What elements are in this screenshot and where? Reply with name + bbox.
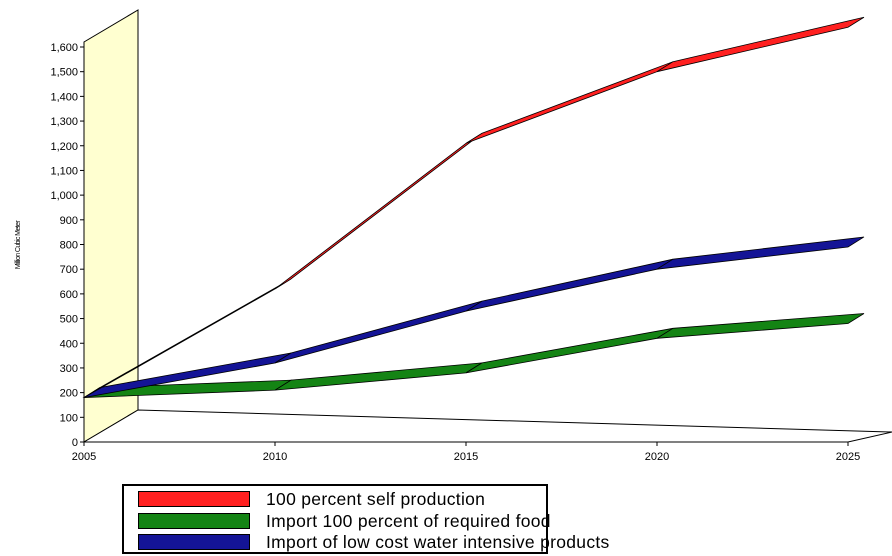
floor [82, 409, 892, 443]
series-segment [656, 16, 865, 73]
y-tick-label: 1,400 [50, 91, 78, 103]
x-tick-label: 2025 [836, 451, 860, 463]
series-0 [83, 16, 865, 398]
legend-label-self-production: 100 percent self production [266, 488, 486, 509]
series-segment [274, 132, 483, 290]
x-tick-label: 2020 [645, 451, 669, 463]
x-tick-label: 2015 [454, 451, 478, 463]
y-tick-label: 1,500 [50, 67, 78, 79]
series-segment [274, 300, 483, 364]
series-1 [82, 313, 865, 399]
series-segment [465, 61, 674, 144]
y-tick-label: 300 [60, 363, 78, 375]
chart-canvas: 0 100 200 300 400 500 600 700 800 900 1,000 1,100 1,… [15, 9, 892, 463]
y-tick-label: 700 [60, 264, 78, 276]
series-segment [465, 327, 674, 374]
y-tick-label: 1,000 [50, 190, 78, 202]
x-tick-label: 2010 [263, 451, 287, 463]
y-tick-label: 400 [60, 338, 78, 350]
series-segment [656, 236, 865, 270]
series-segment [656, 313, 865, 339]
legend-item-import-food: Import 100 percent of required food [138, 511, 551, 531]
series-2 [83, 236, 865, 398]
legend-label-import-food: Import 100 percent of required food [266, 510, 551, 531]
y-tick-label: 1,300 [50, 116, 78, 128]
legend-label-import-products: Import of low cost water intensive produ… [266, 531, 610, 552]
legend-swatch-import-food [138, 513, 250, 529]
legend: 100 percent self production Import 100 p… [122, 484, 609, 554]
y-tick-label: 800 [60, 240, 78, 252]
y-tick-label: 1,200 [50, 141, 78, 153]
y-tick-label: 1,100 [50, 165, 78, 177]
series-segment [274, 362, 483, 391]
left-wall [83, 9, 139, 443]
y-axis-label: Million Cubic Meter [15, 220, 22, 269]
y-tick-label: 200 [60, 388, 78, 400]
y-tick-label: 600 [60, 289, 78, 301]
x-tick-label: 2005 [72, 451, 96, 463]
legend-item-import-products: Import of low cost water intensive produ… [138, 532, 610, 552]
legend-swatch-import-products [138, 534, 250, 550]
legend-swatch-self-production [138, 491, 250, 507]
legend-item-self-production: 100 percent self production [138, 489, 485, 509]
y-tick-label: 900 [60, 215, 78, 227]
y-tick-label: 0 [72, 437, 78, 449]
series-segment [465, 258, 674, 312]
y-tick-label: 1,600 [50, 42, 78, 54]
y-tick-label: 100 [60, 412, 78, 424]
y-tick-label: 500 [60, 314, 78, 326]
